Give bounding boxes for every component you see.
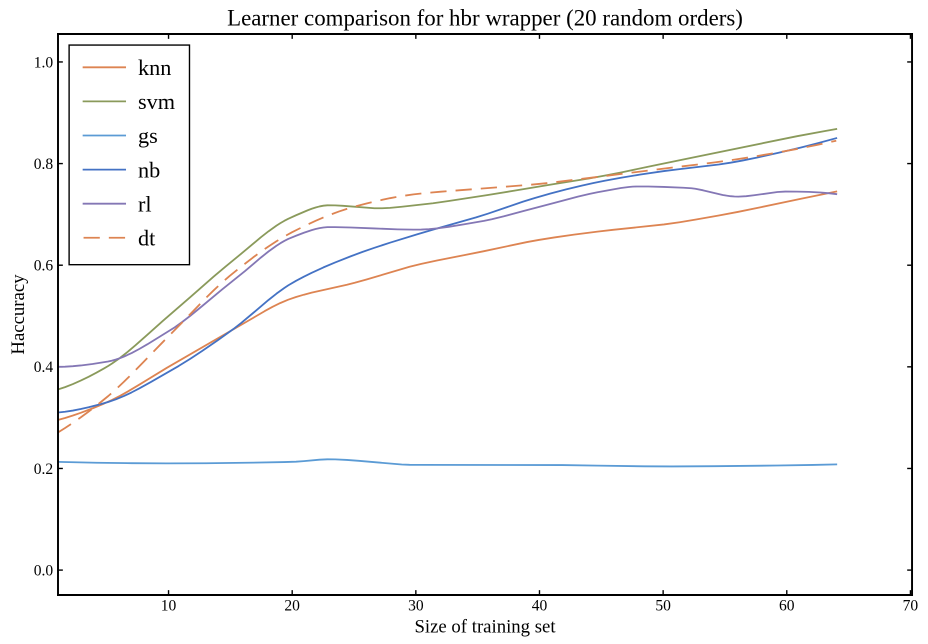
svg-text:knn: knn <box>138 55 171 80</box>
svg-text:nb: nb <box>138 157 160 182</box>
svg-text:1.0: 1.0 <box>34 54 54 71</box>
svg-text:Haccuracy: Haccuracy <box>8 274 29 355</box>
svg-text:10: 10 <box>161 598 177 615</box>
svg-text:Learner comparison for hbr wra: Learner comparison for hbr wrapper (20 r… <box>227 6 743 31</box>
svg-text:0.6: 0.6 <box>34 258 54 275</box>
svg-text:20: 20 <box>284 598 300 615</box>
svg-text:30: 30 <box>408 598 424 615</box>
svg-text:60: 60 <box>779 598 795 615</box>
svg-text:0.8: 0.8 <box>34 156 54 173</box>
svg-text:dt: dt <box>138 226 156 251</box>
svg-text:50: 50 <box>655 598 671 615</box>
svg-text:gs: gs <box>138 123 158 148</box>
svg-text:rl: rl <box>138 191 152 216</box>
svg-text:svm: svm <box>138 89 175 114</box>
svg-text:0.2: 0.2 <box>34 461 53 478</box>
svg-text:0.4: 0.4 <box>34 359 54 376</box>
svg-text:70: 70 <box>903 598 919 615</box>
svg-text:40: 40 <box>532 598 548 615</box>
svg-text:Size of training set: Size of training set <box>414 617 556 638</box>
svg-text:0.0: 0.0 <box>34 562 54 579</box>
